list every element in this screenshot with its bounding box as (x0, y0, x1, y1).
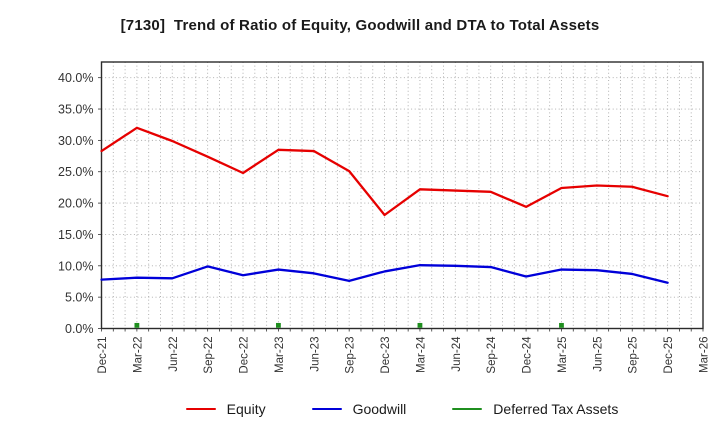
svg-text:Mar-24: Mar-24 (415, 336, 427, 373)
svg-text:5.0%: 5.0% (65, 291, 94, 305)
svg-text:Mar-22: Mar-22 (132, 337, 144, 373)
legend-item-dta: Deferred Tax Assets (452, 401, 618, 417)
svg-text:Jun-23: Jun-23 (309, 337, 321, 372)
svg-text:15.0%: 15.0% (58, 228, 93, 242)
svg-text:Jun-24: Jun-24 (451, 336, 463, 372)
svg-text:Dec-23: Dec-23 (380, 337, 392, 374)
legend-item-goodwill: Goodwill (311, 401, 407, 417)
deferred-tax-assets-line-swatch (452, 407, 483, 411)
svg-text:Jun-25: Jun-25 (592, 337, 604, 372)
svg-text:Sep-23: Sep-23 (345, 337, 357, 374)
svg-text:Mar-25: Mar-25 (557, 337, 569, 373)
svg-text:25.0%: 25.0% (58, 165, 93, 179)
equity-line-swatch (185, 407, 216, 411)
legend-label-dta: Deferred Tax Assets (493, 401, 619, 417)
svg-text:Dec-22: Dec-22 (239, 337, 251, 374)
chart-title: [7130] Trend of Ratio of Equity, Goodwil… (120, 17, 600, 34)
svg-text:0.0%: 0.0% (65, 322, 94, 336)
svg-text:35.0%: 35.0% (58, 103, 93, 117)
legend-label-equity: Equity (226, 401, 266, 417)
legend: Equity Goodwill Deferred Tax Assets (101, 401, 703, 417)
svg-text:Sep-22: Sep-22 (203, 337, 215, 374)
svg-text:20.0%: 20.0% (58, 197, 93, 211)
svg-text:Dec-24: Dec-24 (522, 336, 534, 374)
svg-text:Sep-25: Sep-25 (628, 337, 640, 374)
svg-text:Mar-26: Mar-26 (699, 337, 711, 373)
svg-text:Dec-21: Dec-21 (97, 337, 109, 374)
legend-item-equity: Equity (185, 401, 266, 417)
svg-text:10.0%: 10.0% (58, 259, 93, 273)
svg-text:Mar-23: Mar-23 (274, 337, 286, 373)
goodwill-line-swatch (311, 407, 342, 411)
svg-text:Dec-25: Dec-25 (663, 337, 675, 374)
svg-text:Sep-24: Sep-24 (486, 336, 498, 374)
svg-text:Jun-22: Jun-22 (168, 337, 180, 372)
svg-text:30.0%: 30.0% (58, 134, 93, 148)
svg-text:40.0%: 40.0% (58, 71, 93, 85)
legend-label-goodwill: Goodwill (352, 401, 407, 417)
